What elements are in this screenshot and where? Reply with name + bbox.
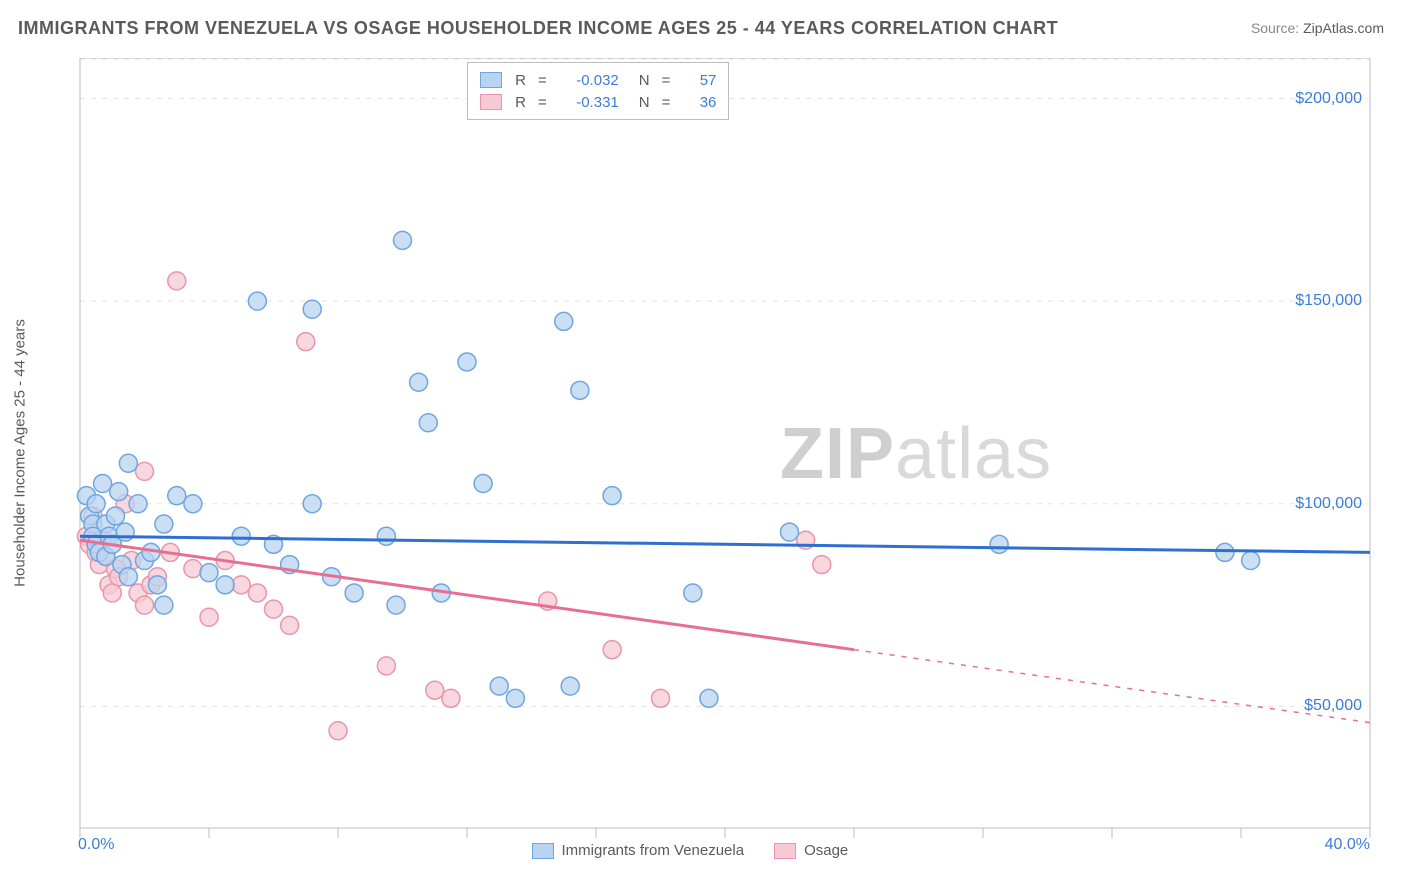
source-attribution: Source: ZipAtlas.com [1251,20,1384,36]
legend-label: Osage [804,842,848,859]
legend-n-value: 36 [682,94,716,111]
x-max-label: 40.0% [1325,836,1370,854]
y-tick-label: $200,000 [1295,90,1362,108]
legend-n-label: N [639,94,650,111]
legend-n-value: 57 [682,72,716,89]
legend-r-value: -0.331 [559,94,619,111]
y-tick-label: $150,000 [1295,292,1362,310]
legend-swatch [774,843,796,859]
correlation-legend: R=-0.032N=57R=-0.331N=36 [467,62,729,120]
legend-row: R=-0.032N=57 [480,69,716,91]
legend-r-label: R [512,94,526,111]
y-tick-label: $100,000 [1295,495,1362,513]
chart-container: Householder Income Ages 25 - 44 years ZI… [50,58,1386,848]
legend-r-value: -0.032 [559,72,619,89]
series-legend: Immigrants from Venezuela Osage [532,842,849,859]
legend-label: Immigrants from Venezuela [562,842,745,859]
legend-swatch [532,843,554,859]
chart-title: IMMIGRANTS FROM VENEZUELA VS OSAGE HOUSE… [18,18,1058,39]
legend-swatch [480,72,502,88]
legend-item: Osage [774,842,848,859]
legend-item: Immigrants from Venezuela [532,842,745,859]
y-axis-label: Householder Income Ages 25 - 44 years [12,319,29,587]
source-label: Source: [1251,20,1299,36]
scatter-chart [50,58,1386,878]
y-tick-label: $50,000 [1304,697,1362,715]
legend-swatch [480,94,502,110]
legend-row: R=-0.331N=36 [480,91,716,113]
legend-n-label: N [639,72,650,89]
x-min-label: 0.0% [78,836,114,854]
source-value: ZipAtlas.com [1303,20,1384,36]
legend-r-label: R [512,72,526,89]
